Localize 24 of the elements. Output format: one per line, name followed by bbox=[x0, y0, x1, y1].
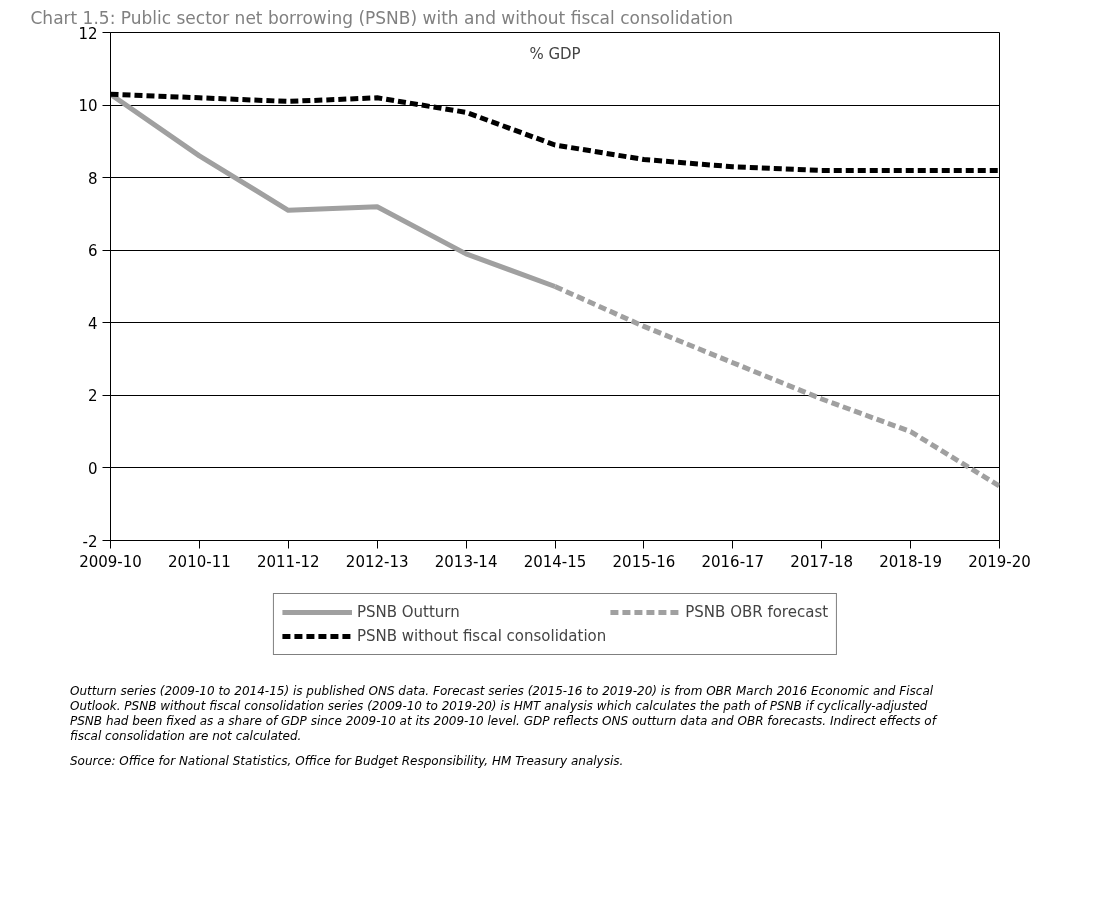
legend-label: PSNB Outturn bbox=[356, 603, 460, 621]
x-tick-label: 2017-18 bbox=[790, 552, 854, 571]
x-tick-label: 2011-12 bbox=[256, 552, 320, 571]
legend-label: PSNB OBR forecast bbox=[685, 603, 829, 621]
y-tick-label: 0 bbox=[87, 459, 98, 478]
x-tick-label: 2012-13 bbox=[345, 552, 409, 571]
x-tick-label: 2016-17 bbox=[701, 552, 765, 571]
x-tick-label: 2014-15 bbox=[523, 552, 587, 571]
y-tick-label: 8 bbox=[87, 169, 98, 188]
x-tick-label: 2010-11 bbox=[168, 552, 231, 571]
legend-label: PSNB without fiscal consolidation bbox=[356, 627, 607, 645]
x-tick-label: 2019-20 bbox=[968, 552, 1031, 571]
y-tick-label: 2 bbox=[87, 387, 98, 406]
text: Outturn series (2009-10 to 2014-15) is published ONS data. Forecast series (2015-16 to 2019-20) is from OBR March 2016 Economic and Fiscal Outlook. PSNB without fiscal consolidation series (2009-10 to 2019-20) is HMT analysis which calculates the path of PSNB if cyclically-adjusted PSNB had been fixed as a share of GDP since 2009-10 at its 2009-10 level. GDP reflects ONS outturn data and OBR forecasts. Indirect effects of fiscal consolidation are not calculated. bbox=[70, 684, 939, 744]
y-axis-title: % GDP bbox=[529, 45, 581, 64]
x-tick-label: 2015-16 bbox=[612, 552, 676, 571]
x-tick-label: 2018-19 bbox=[879, 552, 942, 571]
y-tick-label: 6 bbox=[87, 242, 98, 261]
y-tick-label: 10 bbox=[78, 97, 98, 116]
y-tick-label: 4 bbox=[87, 314, 98, 333]
x-tick-label: 2009-10 bbox=[79, 552, 142, 571]
source-note: Source: Office for National Statistics, Office for Budget Responsibility, HM Treasury analysis. bbox=[70, 754, 624, 769]
y-tick-label: -2 bbox=[82, 532, 98, 551]
x-tick-label: 2013-14 bbox=[434, 552, 498, 571]
